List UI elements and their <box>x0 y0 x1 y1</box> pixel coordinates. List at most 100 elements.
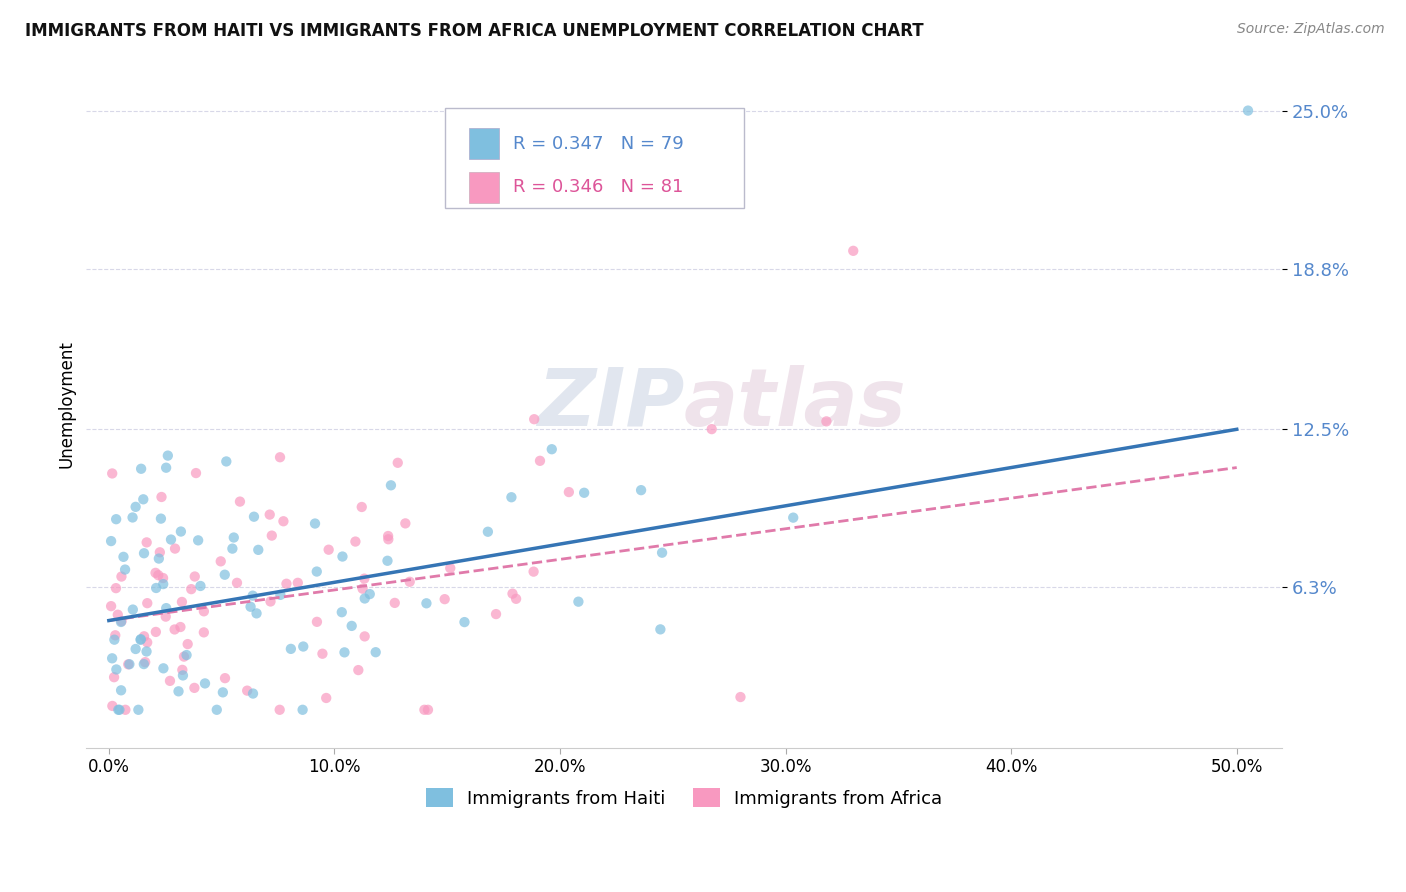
Legend: Immigrants from Haiti, Immigrants from Africa: Immigrants from Haiti, Immigrants from A… <box>419 780 949 814</box>
Point <box>107 607 129 622</box>
Point <box>212 685 235 699</box>
Y-axis label: Unemployment: Unemployment <box>58 340 75 467</box>
Point <box>155 601 177 615</box>
Point <box>136 596 159 610</box>
Point <box>129 632 152 647</box>
Point <box>344 534 367 549</box>
Point <box>269 588 291 602</box>
Point <box>205 703 228 717</box>
Point <box>523 412 546 426</box>
Point <box>340 619 363 633</box>
Point <box>173 649 195 664</box>
Point <box>387 456 409 470</box>
Text: R = 0.347   N = 79: R = 0.347 N = 79 <box>513 135 683 153</box>
Point <box>170 595 193 609</box>
Point <box>183 681 205 695</box>
Point <box>413 703 436 717</box>
Point <box>176 637 198 651</box>
Point <box>650 623 672 637</box>
Point <box>149 545 172 559</box>
Point <box>377 533 399 547</box>
Point <box>364 645 387 659</box>
Point <box>129 462 152 476</box>
Point <box>121 510 143 524</box>
Point <box>1237 103 1260 118</box>
Point <box>352 582 374 596</box>
Point <box>132 629 155 643</box>
Point <box>332 549 354 564</box>
Point <box>229 494 252 508</box>
Point <box>245 607 267 621</box>
Point <box>160 533 183 547</box>
Point <box>239 599 262 614</box>
Point <box>107 703 129 717</box>
Point <box>214 567 236 582</box>
Point <box>114 563 136 577</box>
Point <box>163 623 186 637</box>
Point <box>135 535 157 549</box>
Point <box>118 657 141 672</box>
Text: atlas: atlas <box>685 365 907 442</box>
Point <box>398 574 420 589</box>
Point <box>330 605 353 619</box>
Point <box>415 596 437 610</box>
Point <box>167 684 190 698</box>
Point <box>222 531 245 545</box>
Point <box>384 596 406 610</box>
Point <box>523 565 546 579</box>
Point <box>269 703 291 717</box>
Point <box>842 244 865 258</box>
Point <box>156 449 179 463</box>
Point <box>117 657 139 672</box>
Point <box>194 676 217 690</box>
Point <box>150 490 173 504</box>
Point <box>152 577 174 591</box>
Point <box>145 624 167 639</box>
Point <box>136 635 159 649</box>
Point <box>155 609 177 624</box>
Point <box>100 599 122 614</box>
Point <box>485 607 508 621</box>
Point <box>159 673 181 688</box>
Point <box>540 442 562 457</box>
Point <box>184 466 207 480</box>
Point <box>180 582 202 596</box>
Point <box>104 628 127 642</box>
Point <box>105 512 128 526</box>
Text: IMMIGRANTS FROM HAITI VS IMMIGRANTS FROM AFRICA UNEMPLOYMENT CORRELATION CHART: IMMIGRANTS FROM HAITI VS IMMIGRANTS FROM… <box>25 22 924 40</box>
Point <box>260 528 283 542</box>
Point <box>100 534 122 549</box>
Point <box>221 541 243 556</box>
Point <box>149 511 172 525</box>
Point <box>148 568 170 582</box>
Point <box>112 549 135 564</box>
Point <box>505 591 527 606</box>
Point <box>558 485 581 500</box>
Point <box>152 661 174 675</box>
Point <box>243 509 266 524</box>
Point <box>103 632 125 647</box>
Point <box>359 587 381 601</box>
Point <box>259 594 281 608</box>
Point <box>347 663 370 677</box>
Point <box>815 414 838 428</box>
Point <box>304 516 326 531</box>
Point <box>114 703 136 717</box>
Point <box>247 542 270 557</box>
Point <box>148 551 170 566</box>
Point <box>353 591 375 606</box>
Point <box>242 687 264 701</box>
Point <box>176 648 198 662</box>
Point <box>152 571 174 585</box>
Point <box>145 581 167 595</box>
Point <box>439 561 461 575</box>
Text: Source: ZipAtlas.com: Source: ZipAtlas.com <box>1237 22 1385 37</box>
Point <box>394 516 416 531</box>
Point <box>700 422 723 436</box>
Point <box>124 642 146 657</box>
Point <box>132 492 155 507</box>
Point <box>101 651 124 665</box>
Point <box>190 579 212 593</box>
Point <box>104 581 127 595</box>
FancyBboxPatch shape <box>468 172 499 203</box>
